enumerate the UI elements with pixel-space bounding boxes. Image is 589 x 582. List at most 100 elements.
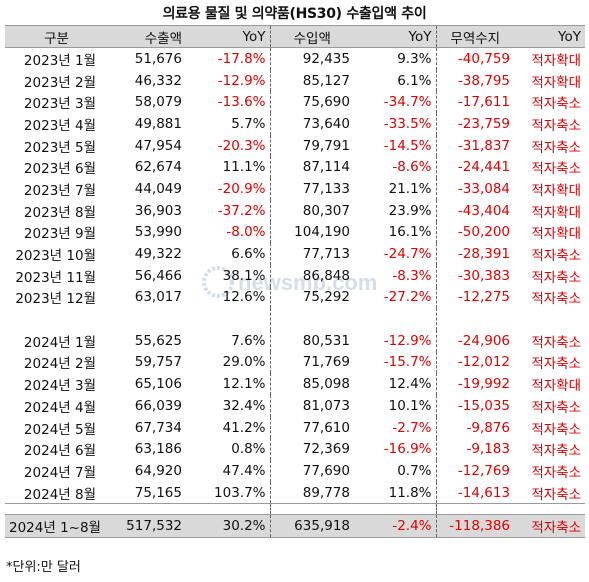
export-yoy-cell: 0.8% [231,441,266,458]
balance-yoy-cell: 적자축소 [531,269,581,286]
export-yoy-cell: -8.0% [226,224,266,241]
spacer-row [5,503,585,515]
table-row: 2024년 1월 55,625 7.6% 80,531 -12.9% -24,906 적자축… [5,329,585,352]
table-row: 2023년 12월 63,017 12.6% 75,292 -27.2% -12,275 적… [5,286,585,309]
spacer-cell [354,308,436,330]
spacer-cell [108,308,186,330]
col-header-export-yoy: YoY [186,25,270,48]
import-yoy-cell: 0.7% [397,462,432,479]
period-cell: 2023년 8월 [23,204,96,221]
balance-cell: -24,906 [435,329,514,352]
table-row: 2024년 2월 59,757 29.0% 71,769 -15.7% -12,012 적자… [5,351,585,374]
col-header-balance-yoy: YoY [514,25,585,48]
balance-yoy-cell: 적자축소 [531,399,581,416]
balance-yoy-cell: 적자축소 [531,291,581,308]
spacer-cell [108,504,186,515]
col-header-balance: 무역수지 [435,25,514,48]
balance-cell: -33,084 [435,178,514,200]
import-cell: 75,690 [269,91,354,114]
balance-cell: -43,404 [435,199,514,222]
import-cell: 77,713 [269,243,354,265]
balance-cell: -15,035 [435,395,514,417]
balance-yoy-cell: 적자확대 [531,378,581,395]
export-yoy-cell: 5.7% [231,115,266,132]
period-cell: 2023년 3월 [23,96,96,113]
total-row: 2024년 1~8월 517,532 30.2% 635,918 -2.4% -118,3… [5,514,585,539]
export-cell: 51,676 [134,50,182,67]
balance-cell: -50,200 [435,221,514,244]
export-yoy-cell: -12.9% [217,72,266,89]
spacer-cell [186,308,270,330]
period-cell: 2023년 12월 [15,291,96,308]
balance-cell: -40,759 [435,47,514,70]
period-cell: 2023년 9월 [23,226,96,243]
balance-cell: -9,183 [435,438,514,461]
table-row: 2023년 4월 49,881 5.7% 73,640 -33.5% -23,759 적자축… [5,113,585,135]
export-cell: 44,049 [134,180,182,197]
export-yoy-cell: 7.6% [231,332,266,349]
import-cell: 85,098 [269,373,354,395]
balance-yoy-cell: 적자확대 [531,52,581,69]
balance-yoy-cell: 적자축소 [531,443,581,460]
period-cell: 2024년 3월 [23,378,96,395]
balance-cell: -30,383 [435,264,514,287]
spacer-cell [186,504,270,515]
export-cell: 65,106 [134,376,182,393]
import-yoy-cell: -2.7% [392,419,432,436]
import-yoy-cell: 6.1% [397,72,432,89]
import-cell: 87,114 [269,156,354,179]
import-cell: 73,640 [269,113,354,135]
export-cell: 64,920 [134,462,182,479]
export-yoy-cell: 12.6% [222,289,266,306]
table-row: 2024년 6월 63,186 0.8% 72,369 -16.9% -9,183 적자축소 [5,438,585,461]
table-row: 2024년 5월 67,734 41.2% 77,610 -2.7% -9,876 적자축소 [5,416,585,439]
period-cell: 2023년 5월 [23,139,96,156]
header-row: 구분 수출액 YoY 수입액 YoY 무역수지 YoY [5,25,585,48]
table-row: 2024년 4월 66,039 32.4% 81,073 10.1% -15,035 적자축… [5,395,585,417]
import-cell: 75,292 [269,286,354,309]
import-cell: 80,307 [269,199,354,222]
export-yoy-cell: 30.2% [186,514,270,539]
export-cell: 59,757 [134,354,182,371]
import-yoy-cell: -8.6% [392,159,432,176]
period-cell: 2023년 6월 [23,161,96,178]
export-cell: 517,532 [108,514,186,539]
export-yoy-cell: 41.2% [222,419,266,436]
table-row: 2023년 6월 62,674 11.1% 87,114 -8.6% -24,441 적자축… [5,156,585,179]
period-cell: 2023년 7월 [23,182,96,199]
export-cell: 63,017 [134,289,182,306]
import-yoy-cell: -24.7% [383,246,432,263]
table-row: 2023년 10월 49,322 6.6% 77,713 -24.7% -28,391 적자… [5,243,585,265]
balance-yoy-cell: 적자확대 [531,74,581,91]
balance-cell: -9,876 [435,416,514,439]
trade-table: 구분 수출액 YoY 수입액 YoY 무역수지 YoY 2023년 1월 51,6… [5,25,585,539]
export-cell: 66,039 [134,397,182,414]
export-yoy-cell: 103.7% [186,481,270,505]
balance-yoy-cell: 적자축소 [531,334,581,351]
import-cell: 81,073 [269,395,354,417]
col-header-import-yoy: YoY [354,25,436,48]
balance-cell: -23,759 [435,113,514,135]
balance-cell: -38,795 [435,69,514,92]
balance-yoy-cell: 적자축소 [531,464,581,481]
import-yoy-cell: -34.7% [383,94,432,111]
balance-cell: -24,441 [435,156,514,179]
import-cell: 80,531 [269,329,354,352]
spacer-cell [435,503,514,515]
import-yoy-cell: 12.4% [388,376,432,393]
import-cell: 104,190 [269,221,354,244]
export-cell: 63,186 [134,441,182,458]
import-cell: 635,918 [269,514,354,539]
export-yoy-cell: 11.1% [222,159,266,176]
export-yoy-cell: 29.0% [222,354,266,371]
export-cell: 67,734 [134,419,182,436]
import-yoy-cell: 16.1% [388,224,432,241]
table-row: 2024년 3월 65,106 12.1% 85,098 12.4% -19,992 적자확… [5,373,585,395]
table-row: 2023년 3월 58,079 -13.6% 75,690 -34.7% -17,611 적… [5,91,585,114]
import-cell: 72,369 [269,438,354,461]
spacer-cell [514,308,585,330]
import-cell: 92,435 [269,47,354,70]
balance-yoy-cell: 적자확대 [531,226,581,243]
balance-cell: -14,613 [435,481,514,505]
import-yoy-cell: 11.8% [354,481,436,505]
